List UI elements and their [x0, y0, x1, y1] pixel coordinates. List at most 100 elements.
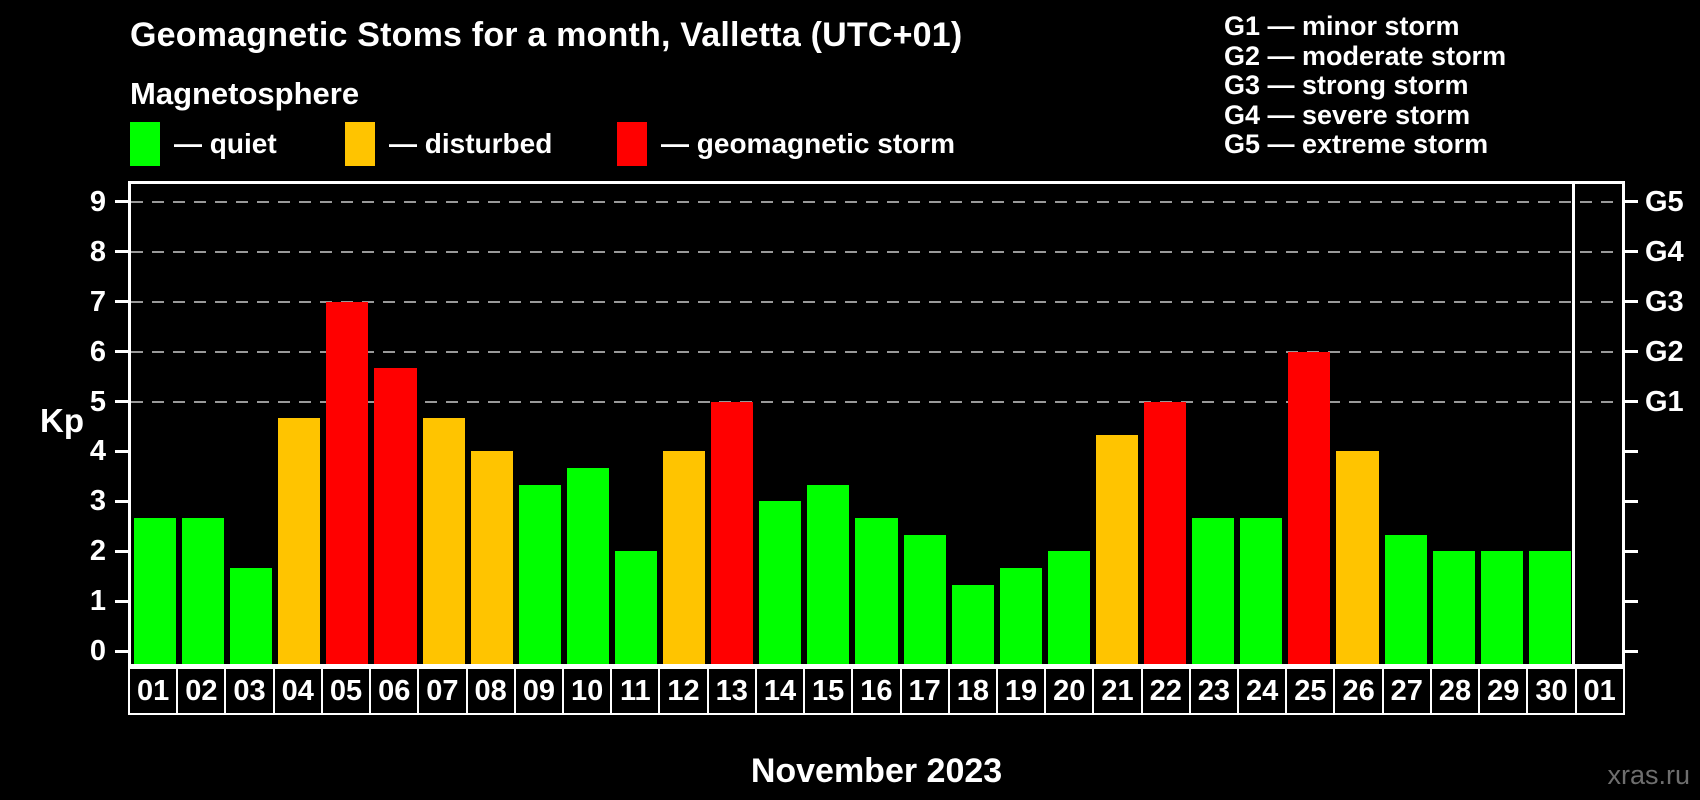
kp-bar-day-13 — [711, 401, 754, 664]
g2-legend-line: G2 — moderate storm — [1224, 40, 1507, 71]
legend-item-storm: — geomagnetic storm — [617, 122, 955, 166]
y-tick-label-7: 7 — [89, 285, 106, 318]
day-label: 20 — [1044, 667, 1095, 715]
kp-bar-day-14 — [759, 501, 802, 664]
y-tick-left-2 — [115, 549, 128, 553]
day-label: 27 — [1381, 667, 1432, 715]
day-label: 01 — [128, 667, 179, 715]
kp-bar-day-29 — [1480, 551, 1523, 664]
day-label: 09 — [513, 667, 564, 715]
g-level-label-G2: G2 — [1645, 335, 1684, 368]
day-label: 12 — [658, 667, 709, 715]
y-tick-right-9 — [1625, 200, 1638, 204]
storm-color-swatch — [617, 122, 647, 166]
kp-bar-day-28 — [1432, 551, 1475, 664]
kp-bar-day-10 — [566, 467, 609, 664]
g-level-label-G4: G4 — [1645, 235, 1684, 268]
plot-frame — [128, 181, 1625, 667]
y-tick-label-6: 6 — [89, 335, 106, 368]
gridline-kp7 — [131, 300, 1622, 303]
y-tick-left-8 — [115, 250, 128, 254]
y-tick-right-4 — [1625, 449, 1638, 453]
kp-bar-day-30 — [1528, 551, 1571, 664]
day-label: 29 — [1478, 667, 1529, 715]
kp-bar-day-04 — [278, 417, 321, 664]
y-tick-left-0 — [115, 649, 128, 653]
y-tick-label-8: 8 — [89, 235, 106, 268]
gridline-kp5 — [131, 400, 1622, 403]
day-label: 25 — [1285, 667, 1336, 715]
y-axis-title: Kp — [40, 402, 84, 439]
g-level-label-G1: G1 — [1645, 385, 1684, 418]
y-tick-label-0: 0 — [89, 635, 106, 667]
y-tick-left-7 — [115, 300, 128, 304]
y-tick-left-6 — [115, 350, 128, 354]
kp-bar-day-06 — [374, 368, 417, 664]
y-tick-right-8 — [1625, 250, 1638, 254]
y-tick-right-5 — [1625, 400, 1638, 403]
kp-bar-day-25 — [1288, 351, 1331, 664]
kp-bar-day-26 — [1336, 451, 1379, 664]
day-label: 16 — [851, 667, 902, 715]
y-tick-label-3: 3 — [89, 485, 106, 518]
day-label: 30 — [1526, 667, 1577, 715]
day-label: 14 — [754, 667, 806, 715]
kp-bar-day-24 — [1240, 517, 1283, 664]
day-label: 02 — [176, 667, 227, 715]
y-tick-label-9: 9 — [89, 185, 106, 218]
y-axis-left: 0 1 2 3 4 5 6 7 8 9 — [0, 181, 128, 667]
day-label: 15 — [803, 667, 854, 715]
g-level-label-G5: G5 — [1645, 185, 1684, 218]
day-label: 22 — [1140, 667, 1191, 715]
y-tick-right-2 — [1625, 549, 1638, 553]
kp-bar-day-23 — [1192, 517, 1235, 664]
day-label: 17 — [899, 667, 950, 715]
quiet-color-swatch — [130, 122, 160, 166]
y-tick-label-4: 4 — [89, 435, 106, 468]
kp-bar-day-17 — [903, 534, 946, 664]
day-label: 10 — [561, 667, 613, 715]
kp-bar-day-15 — [807, 484, 850, 664]
legend-item-quiet: — quiet — [130, 122, 277, 166]
day-label: 13 — [706, 667, 757, 715]
y-tick-right-0 — [1625, 649, 1638, 653]
chart-title: Geomagnetic Stoms for a month, Valletta … — [130, 16, 963, 54]
kp-bar-day-02 — [182, 517, 225, 664]
y-tick-right-6 — [1625, 350, 1638, 354]
day-label: 07 — [417, 667, 468, 715]
day-label: 08 — [465, 667, 516, 715]
kp-bar-day-08 — [470, 451, 513, 664]
kp-bar-day-21 — [1095, 434, 1139, 664]
watermark: xras.ru — [1607, 760, 1690, 790]
kp-bar-day-01 — [134, 517, 177, 664]
day-label: 28 — [1429, 667, 1481, 715]
day-label: 24 — [1237, 667, 1288, 715]
legend-label-disturbed: — disturbed — [389, 128, 553, 159]
legend-label-quiet: — quiet — [174, 128, 277, 159]
y-tick-left-1 — [115, 599, 128, 603]
day-label: 18 — [947, 667, 998, 715]
y-tick-right-1 — [1625, 599, 1638, 603]
day-label: 19 — [995, 667, 1047, 715]
day-label: 21 — [1092, 667, 1143, 715]
x-axis-day-labels: 01 02 03 04 05 06 07 08 09 10 11 12 13 14 15 16 17 18 19 20… — [128, 667, 1625, 715]
day-label: 11 — [610, 667, 661, 715]
g4-legend-line: G4 — severe storm — [1224, 99, 1471, 130]
kp-bar-day-09 — [518, 484, 561, 664]
legend-item-disturbed: — disturbed — [345, 122, 552, 166]
kp-bar-day-27 — [1384, 534, 1427, 664]
day-label: 26 — [1333, 667, 1384, 715]
kp-bar-day-20 — [1047, 551, 1090, 664]
y-tick-left-5 — [115, 400, 128, 403]
disturbed-color-swatch — [345, 122, 375, 166]
g-scale-legend: G1 — minor storm G2 — moderate storm G3 … — [1224, 11, 1507, 160]
month-caption: November 2023 — [750, 752, 1003, 790]
kp-bar-day-05 — [326, 301, 369, 664]
g5-legend-line: G5 — extreme storm — [1224, 129, 1489, 159]
kp-bar-day-12 — [663, 451, 706, 664]
day-label: 03 — [224, 667, 275, 715]
day-label: 23 — [1188, 667, 1240, 715]
y-axis-right: G1 G2 G3 G4 G5 — [1625, 181, 1700, 667]
legend-label-storm: — geomagnetic storm — [661, 128, 956, 159]
